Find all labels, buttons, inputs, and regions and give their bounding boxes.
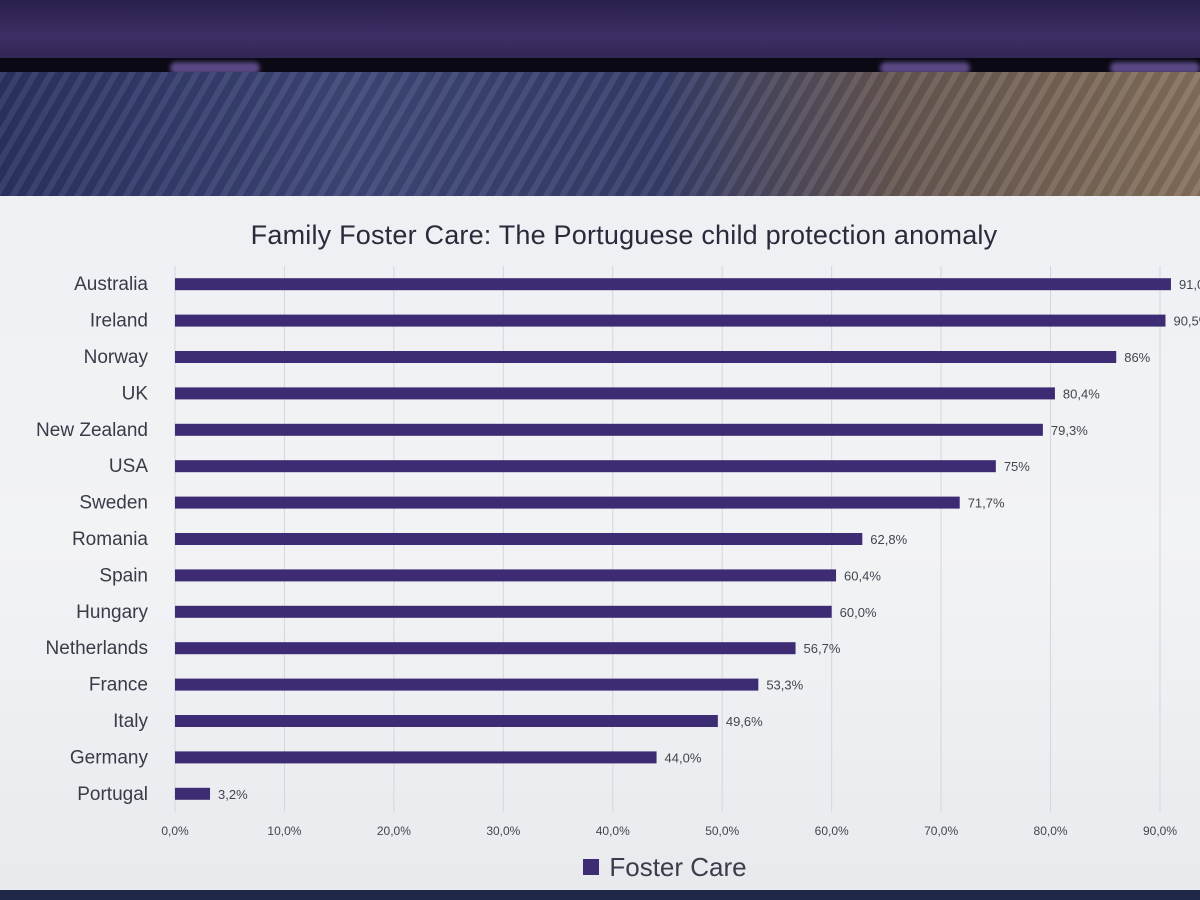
- data-label: 90,5%: [1173, 314, 1200, 329]
- data-label: 79,3%: [1051, 423, 1088, 438]
- data-label: 60,0%: [840, 605, 877, 620]
- bar: [175, 678, 759, 691]
- bar: [175, 351, 1117, 363]
- data-label: 91,0%: [1179, 277, 1200, 292]
- category-label: Italy: [113, 711, 148, 732]
- bar: [175, 533, 863, 545]
- bar: [175, 278, 1171, 291]
- bar: [175, 642, 796, 655]
- data-label: 80,4%: [1063, 386, 1100, 401]
- data-label: 3,2%: [218, 787, 248, 802]
- x-tick-label: 90,0%: [1143, 824, 1177, 838]
- data-label: 56,7%: [804, 641, 841, 656]
- ceiling-light: [170, 62, 260, 74]
- x-tick-label: 0,0%: [161, 824, 189, 838]
- category-label: New Zealand: [36, 420, 148, 441]
- data-label: 75%: [1004, 459, 1030, 474]
- bar: [175, 715, 718, 727]
- bar: [175, 605, 832, 618]
- data-label: 53,3%: [766, 678, 803, 693]
- slide-header-photo-banner: [0, 72, 1200, 212]
- category-label: Spain: [99, 565, 148, 586]
- bar: [175, 387, 1055, 400]
- chart-title: Family Foster Care: The Portuguese child…: [250, 220, 998, 250]
- x-tick-label: 30,0%: [486, 824, 520, 838]
- x-tick-label: 80,0%: [1034, 824, 1068, 838]
- category-label: Portugal: [77, 784, 148, 805]
- bar: [175, 314, 1166, 327]
- data-label: 60,4%: [844, 568, 881, 583]
- category-label: UK: [122, 383, 149, 404]
- ceiling-light: [1110, 62, 1200, 74]
- category-label: Ireland: [90, 311, 148, 332]
- data-label: 44,0%: [665, 750, 702, 765]
- category-label: USA: [109, 456, 148, 477]
- chart-legend: Foster Care: [0, 852, 1200, 883]
- x-tick-label: 20,0%: [377, 824, 411, 838]
- data-label: 71,7%: [968, 496, 1005, 511]
- bar: [175, 460, 996, 473]
- category-label: Norway: [84, 347, 149, 368]
- data-label: 62,8%: [870, 532, 907, 547]
- x-tick-label: 10,0%: [267, 824, 301, 838]
- data-label: 86%: [1124, 350, 1150, 365]
- legend-label: Foster Care: [609, 852, 747, 882]
- bar: [175, 496, 960, 509]
- category-label: Sweden: [79, 493, 148, 514]
- category-label: France: [89, 675, 148, 696]
- legend-swatch: [583, 859, 600, 875]
- bar: [175, 569, 837, 582]
- bar: [175, 787, 211, 800]
- category-label: Hungary: [76, 602, 148, 623]
- x-tick-label: 60,0%: [815, 824, 849, 838]
- category-label: Netherlands: [46, 638, 148, 659]
- x-tick-label: 50,0%: [705, 824, 739, 838]
- category-label: Australia: [74, 274, 148, 295]
- screen-bottom-edge: [0, 890, 1200, 900]
- bar: [175, 751, 657, 764]
- x-tick-label: 40,0%: [596, 824, 630, 838]
- x-tick-label: 70,0%: [924, 824, 958, 838]
- category-label: Romania: [72, 529, 148, 550]
- ceiling-light: [880, 62, 970, 74]
- bar: [175, 423, 1043, 436]
- category-label: Germany: [70, 747, 149, 768]
- data-label: 49,6%: [726, 714, 763, 729]
